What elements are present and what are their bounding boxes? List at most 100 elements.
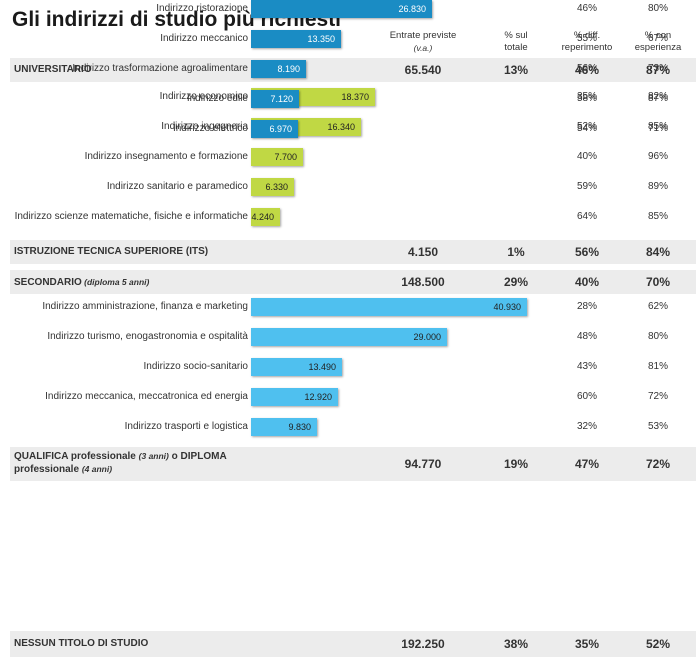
column-header-line2: (v.a.) <box>413 43 433 53</box>
row-pct-diff: 48% <box>576 331 597 342</box>
row-label: Indirizzo edile <box>186 93 248 104</box>
bar-value-label: 6.970 <box>269 124 292 134</box>
column-header-line1: % con <box>644 30 672 41</box>
row-pct-esperienza: 53% <box>647 421 668 432</box>
row-pct-diff: 59% <box>576 181 597 192</box>
row-label: Indirizzo economico <box>159 91 248 102</box>
column-header-line1: % sul <box>504 30 528 41</box>
group-header-band <box>10 58 696 82</box>
group-label: SECONDARIO (diploma 5 anni) <box>14 276 149 289</box>
group-pct-esperienza: 70% <box>645 275 671 289</box>
group-header-band <box>10 631 696 657</box>
column-header-totale: % sul totale <box>476 30 556 54</box>
group-label-line2: professionale <box>14 464 82 475</box>
bar <box>251 298 527 316</box>
row-pct-esperienza: 73% <box>647 63 668 74</box>
row-pct-esperienza: 82% <box>647 91 668 102</box>
row-pct-diff: 32% <box>576 421 597 432</box>
group-pct-diff: 56% <box>574 245 600 259</box>
row-label: Indirizzo meccanico <box>160 33 248 44</box>
row-pct-esperienza: 71% <box>647 123 668 134</box>
row-pct-esperienza: 89% <box>647 181 668 192</box>
bar-value-label: 40.930 <box>493 302 521 312</box>
group-pct-totale: 29% <box>503 275 529 289</box>
group-header-band <box>10 270 696 294</box>
group-pct-esperienza: 52% <box>645 637 671 651</box>
bar <box>251 120 298 138</box>
group-pct-diff: 47% <box>574 457 600 471</box>
row-label: Indirizzo meccanica, meccatronica ed ene… <box>45 391 248 402</box>
column-header-line1: % diff. <box>573 30 601 41</box>
bar <box>251 60 306 78</box>
column-header-line2: reperimento <box>561 42 613 53</box>
row-label: Indirizzo turismo, enogastronomia e ospi… <box>47 331 248 342</box>
row-pct-esperienza: 62% <box>647 301 668 312</box>
row-pct-esperienza: 85% <box>647 211 668 222</box>
row-pct-esperienza: 87% <box>647 93 668 104</box>
group-pct-diff: 46% <box>574 63 600 77</box>
row-pct-diff: 40% <box>576 151 597 162</box>
column-header-line2: totale <box>504 42 528 53</box>
group-label: UNIVERSITARIO <box>14 64 92 76</box>
row-pct-diff: 43% <box>576 361 597 372</box>
row-pct-diff: 64% <box>576 211 597 222</box>
group-label-text: UNIVERSITARIO <box>14 64 92 75</box>
row-pct-esperienza: 80% <box>647 3 668 14</box>
row-pct-diff: 56% <box>576 63 597 74</box>
row-pct-esperienza: 72% <box>647 391 668 402</box>
group-label-text: SECONDARIO <box>14 277 82 288</box>
bar <box>251 208 280 226</box>
group-pct-esperienza: 84% <box>645 245 671 259</box>
column-header-reperimento: % diff. reperimento <box>547 30 627 54</box>
row-label: Indirizzo ristorazione <box>156 3 248 14</box>
group-label: ISTRUZIONE TECNICA SUPERIORE (ITS) <box>14 246 208 258</box>
row-pct-esperienza: 85% <box>647 121 668 132</box>
column-header-esperienza: % con esperienza <box>618 30 698 54</box>
bar-value-label: 7.120 <box>270 94 293 104</box>
row-pct-diff: 52% <box>576 121 597 132</box>
bar <box>251 388 338 406</box>
group-label-note: (diploma 5 anni) <box>81 277 150 287</box>
row-label: Indirizzo trasporti e logistica <box>124 421 248 432</box>
row-pct-diff: 54% <box>576 123 597 134</box>
bar-value-label: 18.370 <box>341 92 369 102</box>
row-pct-diff: 46% <box>576 3 597 14</box>
group-label-note: (3 anni) <box>138 451 169 461</box>
bar <box>251 328 447 346</box>
row-pct-esperienza: 80% <box>647 331 668 342</box>
row-pct-esperienza: 81% <box>647 361 668 372</box>
bar <box>251 358 342 376</box>
group-pct-diff: 35% <box>574 637 600 651</box>
row-label: Indirizzo sanitario e paramedico <box>106 181 248 192</box>
group-pct-totale: 19% <box>503 457 529 471</box>
group-entrate: 94.770 <box>404 457 442 471</box>
bar-value-label: 7.700 <box>274 152 297 162</box>
row-pct-esperienza: 96% <box>647 151 668 162</box>
bar-value-label: 13.490 <box>308 362 336 372</box>
group-label-line2-note: (4 anni) <box>81 464 113 474</box>
group-label-text: NESSUN TITOLO DI STUDIO <box>14 638 149 649</box>
group-pct-esperienza: 72% <box>645 457 671 471</box>
row-label: Indirizzo ingegneria <box>161 121 248 132</box>
group-pct-totale: 38% <box>503 637 529 651</box>
group-label: QUALIFICA professionale (3 anni) o DIPLO… <box>14 450 227 476</box>
bar-value-label: 8.190 <box>277 64 300 74</box>
group-entrate: 4.150 <box>407 245 439 259</box>
bar-value-label: 4.240 <box>251 212 274 222</box>
column-header-entrate: Entrate previste (v.a.) <box>383 30 463 54</box>
row-label: Indirizzo trasformazione agroalimentare <box>72 63 248 74</box>
group-header-band <box>10 447 696 481</box>
group-label-rest: o DIPLOMA <box>168 451 227 462</box>
row-pct-diff: 28% <box>576 301 597 312</box>
bar-value-label: 16.340 <box>327 122 355 132</box>
row-label: Indirizzo elettrico <box>172 123 248 134</box>
group-header-band <box>10 240 696 264</box>
bar-value-label: 13.350 <box>307 34 335 44</box>
group-pct-totale: 13% <box>503 63 529 77</box>
bar <box>251 178 294 196</box>
bar-value-label: 29.000 <box>413 332 441 342</box>
group-entrate: 65.540 <box>404 63 442 77</box>
bar <box>251 30 341 48</box>
row-pct-esperienza: 67% <box>647 33 668 44</box>
group-label: NESSUN TITOLO DI STUDIO <box>14 638 148 650</box>
